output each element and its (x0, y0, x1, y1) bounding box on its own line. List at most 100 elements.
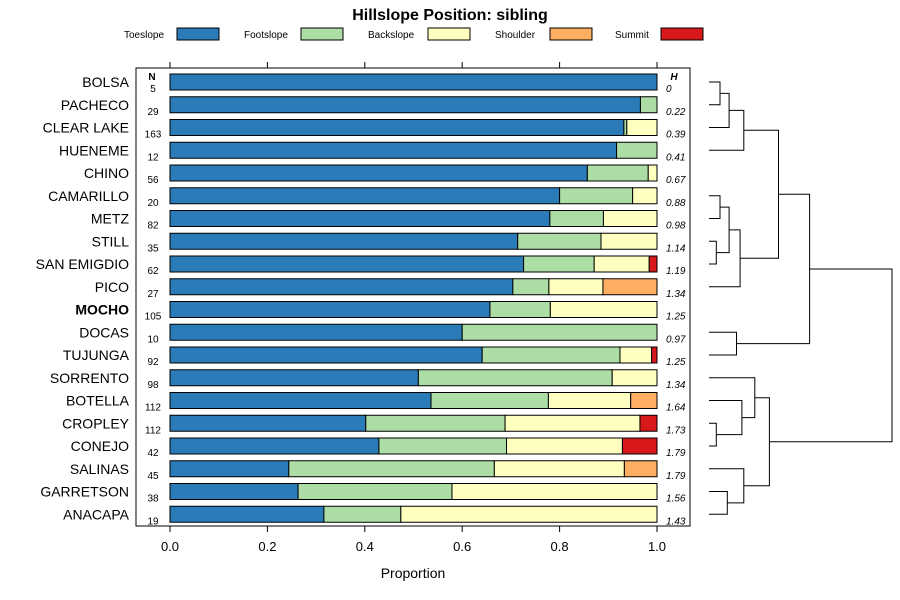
bar-segment-toeslope (169, 460, 290, 478)
bar-segment-shoulder (602, 278, 658, 296)
dendrogram-branch (736, 193, 811, 345)
bar-segment-footslope (559, 187, 634, 205)
bar-segment-footslope (586, 164, 649, 182)
dendrogram-branch (709, 81, 721, 106)
bar-segment-toeslope (169, 301, 491, 318)
row-garretson: GARRETSON 38 1.56 (40, 483, 686, 505)
bar-segment-footslope (417, 369, 613, 387)
bar-segment-backslope (504, 414, 641, 432)
bar-segment-toeslope (169, 73, 658, 91)
dendrogram-branch (709, 400, 743, 436)
dendrogram-branch (709, 240, 717, 265)
bar-segment-footslope (639, 96, 658, 114)
row-name-label: CHINO (84, 165, 129, 181)
row-pacheco: PACHECO 29 0.22 (61, 96, 686, 118)
row-name-label: GARRETSON (40, 484, 129, 500)
row-n-label: 10 (147, 334, 159, 345)
row-h-label: 0.22 (666, 107, 686, 118)
row-chino: CHINO 56 0.67 (84, 164, 686, 186)
x-tick-label: 0.8 (551, 539, 569, 554)
row-name-label: SORRENTO (50, 370, 129, 386)
row-name-label: MOCHO (75, 302, 129, 318)
row-h-label: 1.56 (666, 494, 686, 505)
row-h-label: 0.88 (666, 198, 686, 209)
bar-segment-footslope (365, 414, 506, 432)
bar-segment-toeslope (169, 96, 641, 114)
dendrogram-branch (716, 206, 730, 254)
legend-label: Summit (615, 30, 649, 41)
row-name-label: TUJUNGA (63, 347, 130, 363)
row-n-label: 45 (147, 471, 159, 482)
legend-item-toeslope: Toeslope (124, 27, 220, 41)
bar-segment-footslope (549, 210, 604, 227)
row-h-label: 1.79 (666, 471, 686, 482)
row-name-label: PACHECO (61, 97, 129, 113)
row-mocho: MOCHO 105 1.25 (75, 301, 686, 323)
row-name-label: STILL (92, 233, 130, 249)
bar-segment-backslope (451, 483, 658, 500)
bar-segment-summit (648, 255, 658, 273)
row-conejo: CONEJO 42 1.79 (71, 437, 686, 459)
bar-segment-shoulder (630, 392, 658, 409)
dendrogram-branch (709, 331, 737, 356)
dendrogram-branch (709, 491, 728, 515)
dendrogram-branch (743, 397, 770, 487)
dendrogram-branch (709, 468, 745, 504)
bar-segment-footslope (461, 323, 658, 341)
row-salinas: SALINAS 45 1.79 (70, 460, 686, 482)
legend: Toeslope Footslope Backslope Shoulder Summit (124, 27, 704, 41)
row-hueneme: HUENEME 12 0.41 (59, 141, 685, 163)
row-n-label: 20 (147, 198, 159, 209)
row-n-label: 5 (150, 84, 156, 95)
row-tujunga: TUJUNGA 92 1.25 (63, 346, 686, 368)
bar-segment-footslope (489, 301, 551, 318)
legend-item-backslope: Backslope (368, 27, 471, 41)
row-h-label: 1.34 (666, 380, 686, 391)
row-n-label: 98 (147, 380, 159, 391)
bar-segment-footslope (512, 278, 550, 296)
bar-segment-toeslope (169, 119, 625, 136)
bar-segment-summit (639, 414, 658, 432)
bar-segment-backslope (400, 505, 658, 523)
row-n-label: 12 (147, 152, 159, 163)
x-axis: 0.0 0.2 0.4 0.6 0.8 1.0 (161, 62, 666, 554)
row-n-label: 38 (147, 494, 159, 505)
legend-swatch (660, 27, 704, 41)
x-axis-title: Proportion (381, 565, 446, 581)
bar-segment-toeslope (169, 232, 519, 250)
legend-swatch (300, 27, 344, 41)
bar-segment-footslope (523, 255, 595, 273)
row-n-label: 19 (147, 516, 159, 527)
row-h-label: 0 (666, 84, 672, 95)
row-n-label: 27 (147, 289, 159, 300)
row-h-label: 1.25 (666, 357, 686, 368)
bar-segment-summit (621, 437, 658, 455)
row-name-label: BOTELLA (66, 393, 130, 409)
row-san-emigdio: SAN EMIGDIO 62 1.19 (36, 255, 686, 277)
bar-segment-backslope (647, 164, 658, 182)
bar-segment-backslope (626, 119, 658, 136)
n-column-header: N (148, 72, 155, 83)
row-name-label: PICO (95, 279, 129, 295)
row-name-label: BOLSA (82, 74, 129, 90)
legend-item-shoulder: Shoulder (495, 27, 593, 41)
bar-segment-toeslope (169, 187, 561, 205)
x-tick-label: 0.4 (356, 539, 374, 554)
bar-segment-shoulder (623, 460, 658, 478)
bar-segment-footslope (430, 392, 549, 409)
x-tick-label: 1.0 (648, 539, 666, 554)
row-metz: METZ 82 0.98 (91, 210, 686, 232)
bar-segment-toeslope (169, 392, 432, 409)
bar-segment-backslope (611, 369, 658, 387)
legend-swatch (176, 27, 220, 41)
row-h-label: 1.43 (666, 516, 686, 527)
chart-title: Hillslope Position: sibling (352, 7, 548, 24)
bar-segment-backslope (548, 278, 604, 296)
row-n-label: 112 (145, 403, 161, 414)
row-n-label: 112 (145, 425, 161, 436)
row-n-label: 105 (145, 312, 162, 323)
row-name-label: SALINAS (70, 461, 129, 477)
bar-segment-footslope (378, 437, 508, 455)
dendrogram (709, 81, 893, 515)
row-n-label: 35 (147, 243, 159, 254)
